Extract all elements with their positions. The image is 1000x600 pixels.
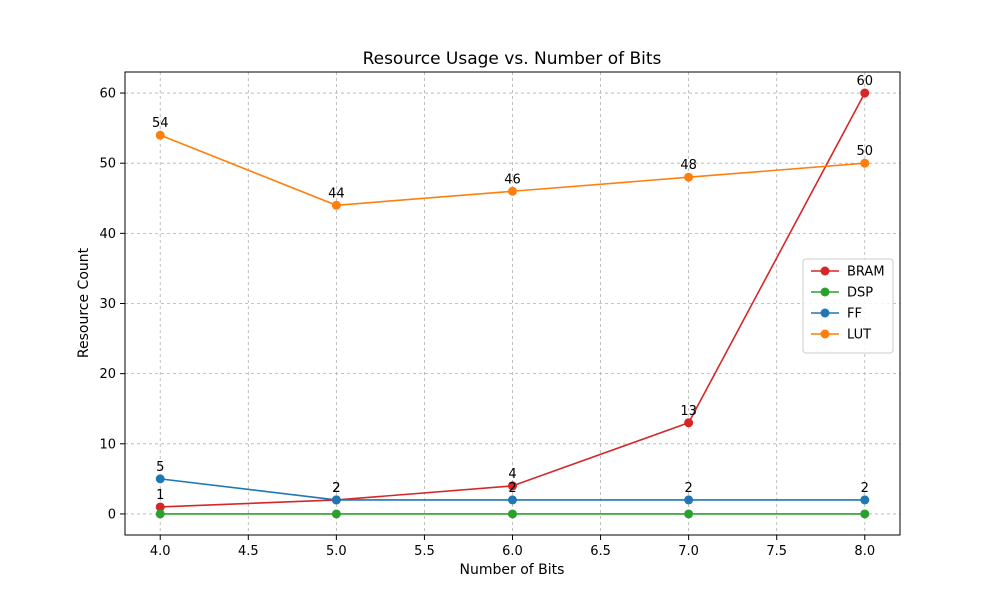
data-point-lut xyxy=(155,130,165,140)
data-point-dsp xyxy=(331,509,341,519)
y-tick-label: 40 xyxy=(99,227,116,242)
series-ff xyxy=(155,474,870,505)
data-label-bram: 60 xyxy=(856,74,873,89)
legend-swatch-marker xyxy=(820,329,830,339)
x-tick-label: 5.5 xyxy=(414,544,435,559)
data-point-lut xyxy=(860,158,870,168)
data-label-lut: 54 xyxy=(152,116,169,131)
data-point-dsp xyxy=(860,509,870,519)
y-tick-label: 20 xyxy=(99,367,116,382)
data-label-ff: 2 xyxy=(861,481,869,496)
data-point-lut xyxy=(508,186,517,196)
y-tick-label: 10 xyxy=(99,437,116,452)
y-tick-label: 0 xyxy=(108,507,116,522)
series-layer xyxy=(155,88,870,519)
legend-item-lut: LUT xyxy=(811,328,871,343)
x-tick-label: 7.0 xyxy=(678,544,699,559)
data-label-ff: 5 xyxy=(156,460,164,475)
data-label-ff: 2 xyxy=(684,481,692,496)
y-axis-label: Resource Count xyxy=(76,247,92,358)
series-lut xyxy=(155,130,870,210)
data-label-ff: 2 xyxy=(332,481,340,496)
legend-swatch-marker xyxy=(820,287,830,297)
data-point-bram xyxy=(860,88,870,98)
data-label-bram: 4 xyxy=(508,467,516,482)
data-label-lut: 48 xyxy=(680,158,697,173)
data-point-ff xyxy=(684,495,694,505)
data-point-ff xyxy=(155,474,165,484)
x-tick-label: 8.0 xyxy=(854,544,875,559)
series-dsp xyxy=(155,509,870,519)
data-point-dsp xyxy=(508,509,517,519)
legend-label: DSP xyxy=(847,286,873,301)
data-label-bram: 2 xyxy=(332,481,340,496)
x-axis: 4.0 4.5 5.0 5.5 6.0 6.5 7.0 7.5 8.0 xyxy=(150,535,875,559)
legend: BRAM DSP FF LUT xyxy=(802,258,894,354)
legend-item-dsp: DSP xyxy=(811,286,873,301)
data-point-dsp xyxy=(155,509,165,519)
x-tick-label: 7.5 xyxy=(766,544,787,559)
data-point-ff xyxy=(331,495,341,505)
x-tick-label: 4.0 xyxy=(150,544,171,559)
data-point-bram xyxy=(684,418,694,428)
x-tick-label: 5.0 xyxy=(326,544,347,559)
legend-label: LUT xyxy=(847,328,871,343)
data-label-bram: 13 xyxy=(680,404,697,419)
y-axis: 0 10 20 30 40 50 60 xyxy=(99,87,125,522)
y-tick-label: 50 xyxy=(99,157,116,172)
legend-swatch-marker xyxy=(820,266,830,276)
x-tick-label: 6.5 xyxy=(590,544,611,559)
grid xyxy=(125,72,900,535)
data-point-ff xyxy=(508,495,517,505)
legend-swatch-marker xyxy=(820,308,830,318)
chart-title: Resource Usage vs. Number of Bits xyxy=(363,49,662,69)
data-point-lut xyxy=(331,200,341,210)
legend-label: FF xyxy=(847,307,862,322)
data-label-lut: 50 xyxy=(856,144,873,159)
y-tick-label: 30 xyxy=(99,297,116,312)
legend-box xyxy=(802,258,894,354)
x-tick-label: 6.0 xyxy=(502,544,523,559)
y-tick-label: 60 xyxy=(99,87,116,102)
x-axis-label: Number of Bits xyxy=(460,562,565,578)
data-point-lut xyxy=(684,172,694,182)
data-point-bram xyxy=(155,502,165,512)
x-tick-label: 4.5 xyxy=(238,544,259,559)
data-label-bram: 1 xyxy=(156,488,164,503)
data-label-ff: 2 xyxy=(508,481,516,496)
data-point-dsp xyxy=(684,509,694,519)
data-point-bram xyxy=(508,481,517,491)
legend-item-bram: BRAM xyxy=(811,265,885,280)
data-label-lut: 46 xyxy=(504,172,521,187)
data-point-ff xyxy=(860,495,870,505)
data-label-lut: 44 xyxy=(328,186,345,201)
legend-label: BRAM xyxy=(847,265,885,280)
legend-item-ff: FF xyxy=(811,307,862,322)
